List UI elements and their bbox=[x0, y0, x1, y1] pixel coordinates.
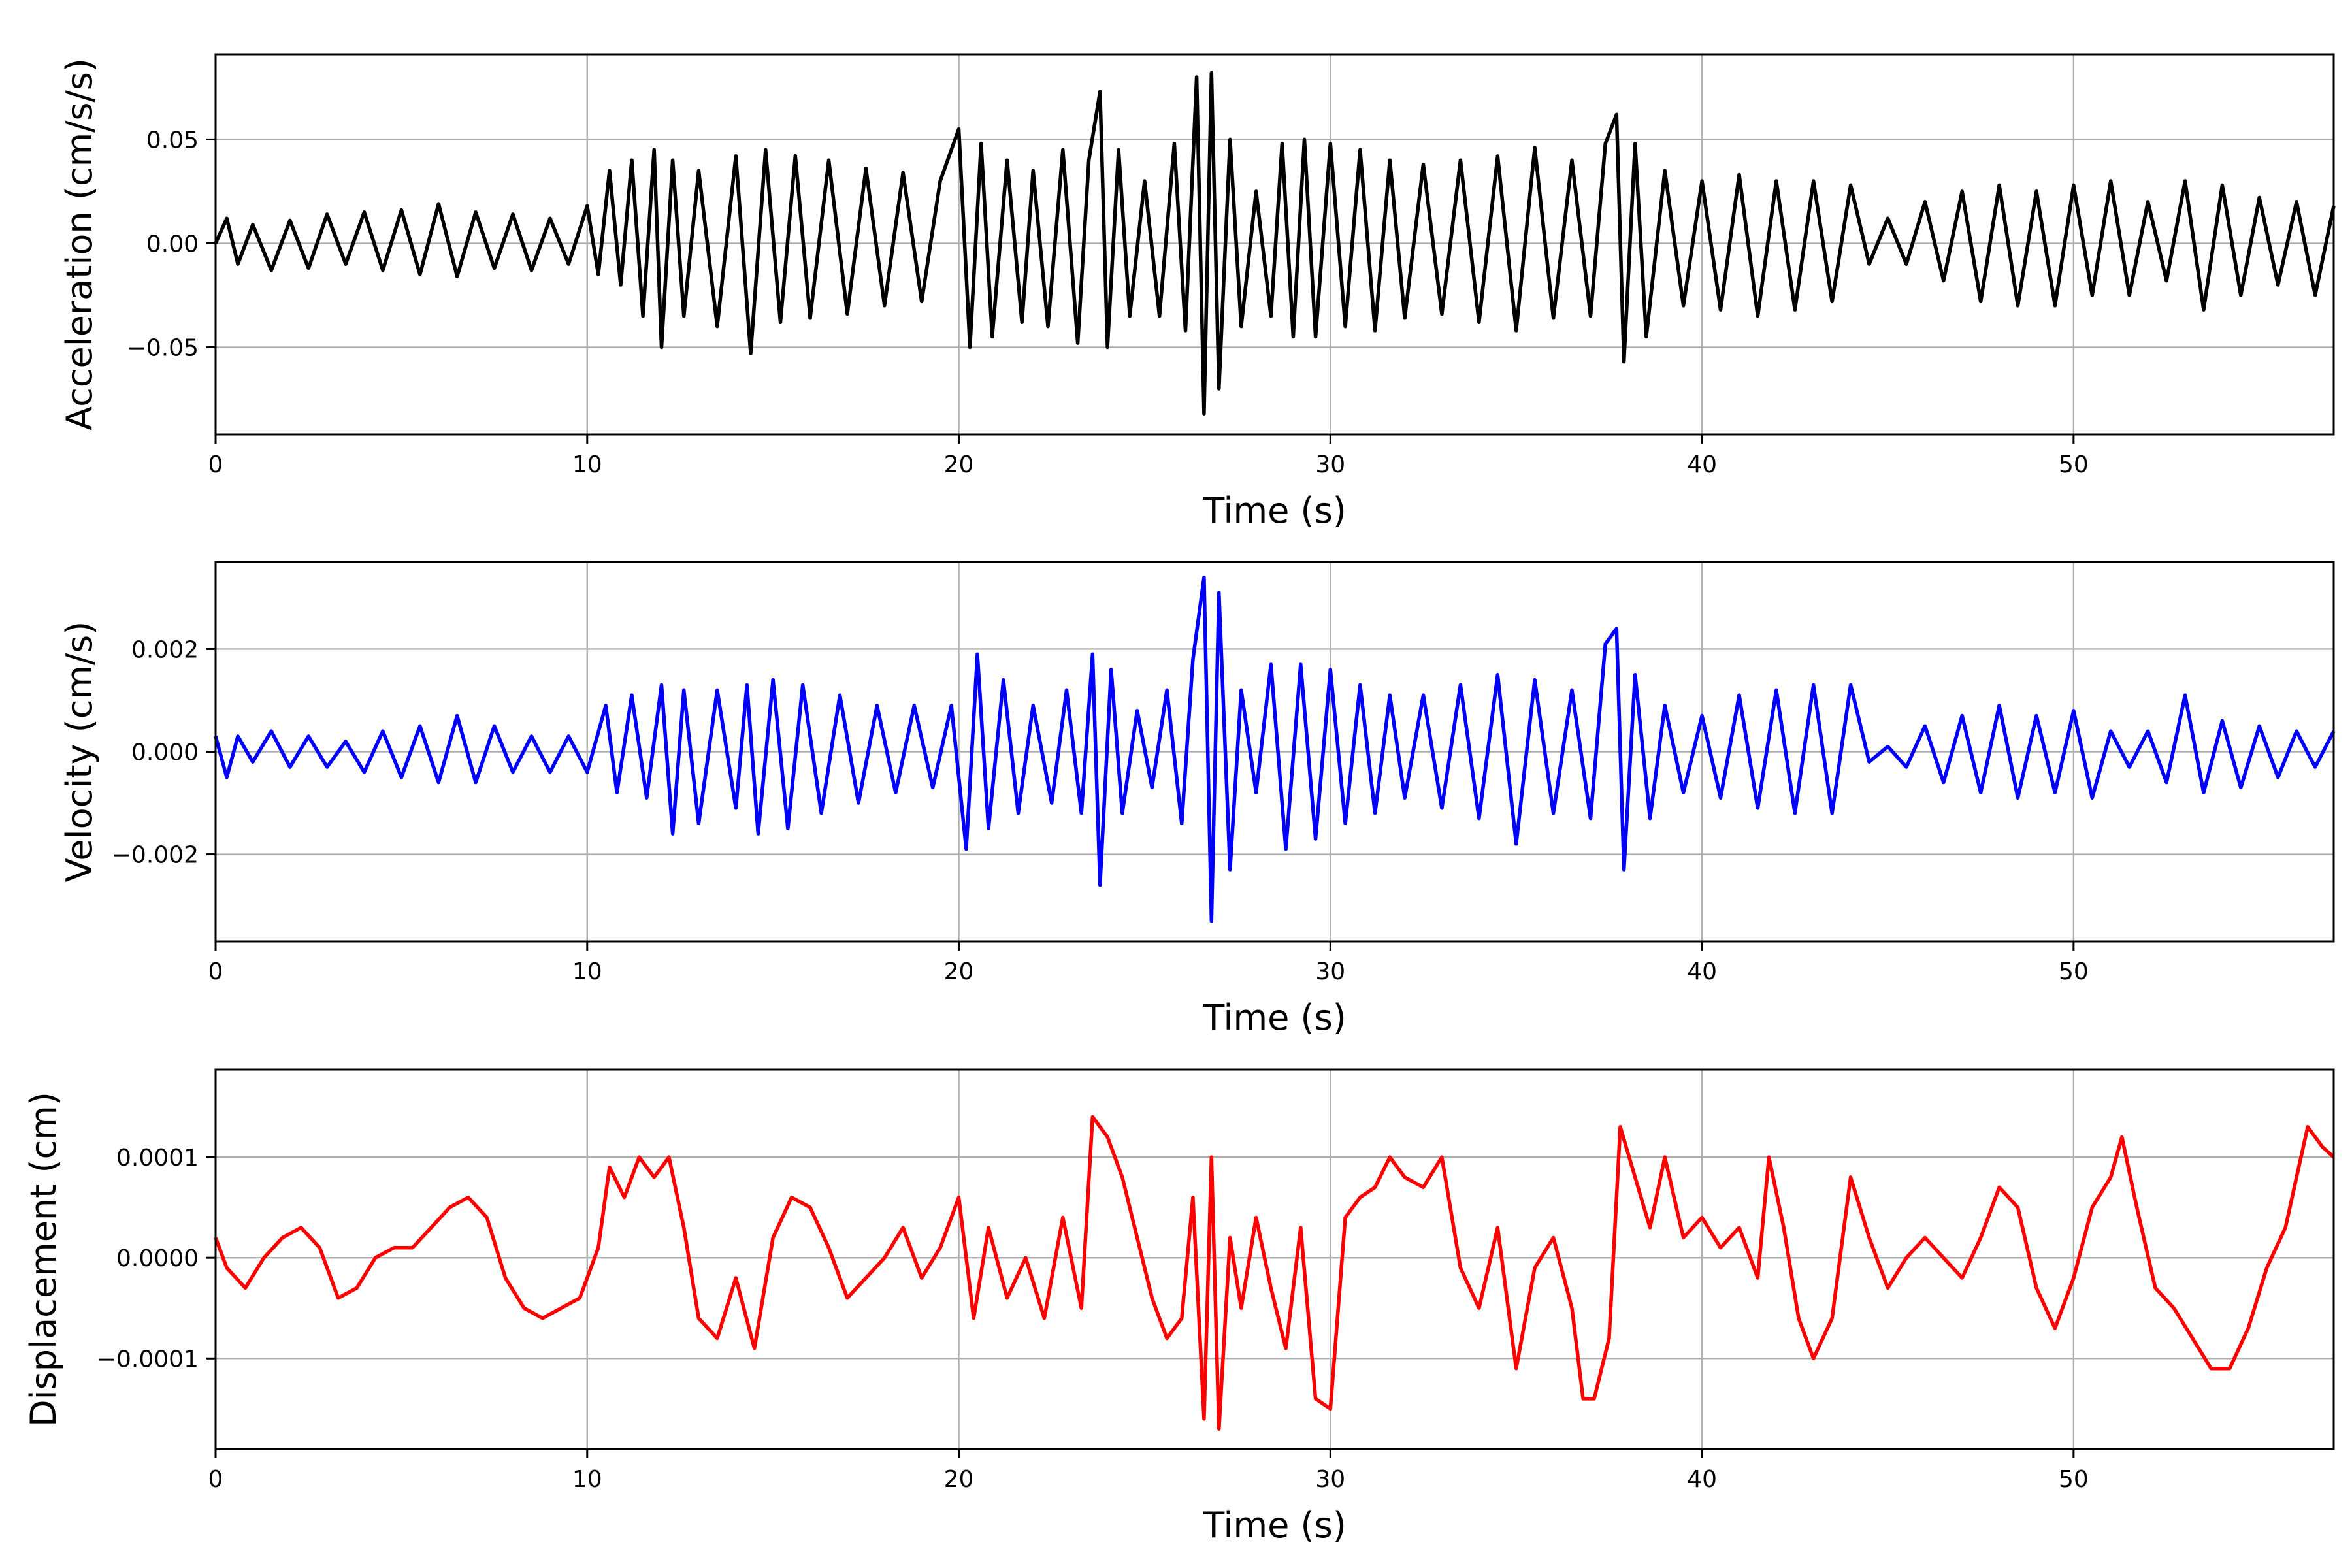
acceleration-x-tick-label: 50 bbox=[2059, 451, 2089, 478]
velocity-x-tick-label: 10 bbox=[572, 958, 602, 985]
displacement-plot-frame bbox=[214, 1068, 2335, 1450]
acceleration-x-tick-label: 10 bbox=[572, 451, 602, 478]
displacement-series-line bbox=[214, 1115, 2335, 1431]
velocity-y-axis-label: Velocity (cm/s) bbox=[59, 621, 100, 883]
acceleration-series-line bbox=[214, 71, 2336, 416]
displacement-x-tick-label: 50 bbox=[2059, 1466, 2089, 1493]
acceleration-y-tick-label: 0.05 bbox=[146, 127, 199, 154]
displacement-x-axis-label: Time (s) bbox=[1202, 1505, 1347, 1546]
acceleration-x-axis-label: Time (s) bbox=[1202, 490, 1347, 531]
velocity-x-tick-label: 30 bbox=[1315, 958, 1345, 985]
acceleration-y-tick-label: 0.00 bbox=[146, 231, 199, 257]
acceleration-x-tick-label: 30 bbox=[1315, 451, 1345, 478]
velocity-y-tick-label: 0.000 bbox=[131, 740, 199, 766]
velocity-x-tick-label: 0 bbox=[208, 958, 223, 985]
acceleration-x-tick-label: 40 bbox=[1687, 451, 1717, 478]
displacement-x-tick-label: 40 bbox=[1687, 1466, 1717, 1493]
displacement-x-tick-label: 20 bbox=[944, 1466, 974, 1493]
displacement-y-tick-label: 0.0001 bbox=[116, 1145, 199, 1171]
velocity-x-axis-label: Time (s) bbox=[1202, 997, 1347, 1038]
acceleration-y-axis-label: Acceleration (cm/s/s) bbox=[59, 58, 100, 431]
displacement-y-tick-label: −0.0001 bbox=[97, 1346, 199, 1373]
velocity-series-line bbox=[214, 575, 2336, 923]
displacement-x-tick-label: 10 bbox=[572, 1466, 602, 1493]
displacement-y-tick-label: 0.0000 bbox=[116, 1245, 199, 1272]
displacement-y-axis-label: Displacement (cm) bbox=[23, 1092, 64, 1427]
displacement-x-tick-label: 30 bbox=[1315, 1466, 1345, 1493]
displacement-x-tick-label: 0 bbox=[208, 1466, 223, 1493]
velocity-x-tick-label: 40 bbox=[1687, 958, 1717, 985]
acceleration-plot-frame bbox=[214, 53, 2335, 436]
acceleration-y-tick-label: −0.05 bbox=[127, 335, 199, 361]
velocity-x-tick-label: 20 bbox=[944, 958, 974, 985]
velocity-x-tick-label: 50 bbox=[2059, 958, 2089, 985]
acceleration-x-tick-label: 0 bbox=[208, 451, 223, 478]
velocity-y-tick-label: 0.002 bbox=[131, 636, 199, 663]
velocity-y-tick-label: −0.002 bbox=[112, 842, 199, 869]
acceleration-x-tick-label: 20 bbox=[944, 451, 974, 478]
